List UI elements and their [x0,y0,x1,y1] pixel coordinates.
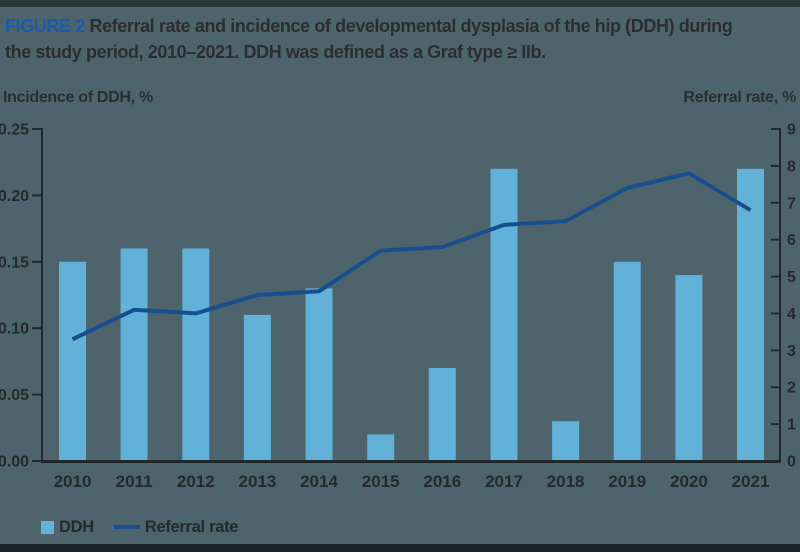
right-axis-tick-label: 2 [787,380,796,397]
year-label-2014: 2014 [300,472,338,491]
year-label-2011: 2011 [116,472,153,491]
left-axis-tick-label: 0.05 [0,387,29,404]
year-label-2015: 2015 [362,472,400,491]
left-axis-title: Incidence of DDH, % [3,89,153,106]
ddh-bar-2016 [428,368,456,461]
chart-legend: DDH Referral rate [41,518,238,536]
ddh-bar-2011 [120,248,148,461]
right-axis-tick-label: 8 [787,158,796,175]
right-axis-tick-label: 4 [787,306,796,323]
year-label-2019: 2019 [608,472,646,491]
year-label-2010: 2010 [54,472,92,491]
ddh-bar-2013 [243,314,271,461]
ddh-bar-2019 [613,261,641,461]
year-label-2016: 2016 [423,472,461,491]
year-label-2017: 2017 [485,472,523,491]
ddh-bar-2017 [490,168,518,462]
left-axis-tick-label: 0.15 [0,254,29,271]
right-axis-tick-label: 6 [787,232,796,249]
right-axis-tick-label: 7 [787,195,796,212]
ddh-bar-swatch-icon [41,520,54,534]
right-axis-tick-label: 0 [787,454,796,471]
legend-label-referral-rate: Referral rate [144,517,239,536]
figure-caption: FIGURE 2 Referral rate and incidence of … [5,13,797,65]
ddh-bar-2012 [182,248,210,461]
caption-line-1: FIGURE 2 Referral rate and incidence of … [5,13,797,39]
year-label-2020: 2020 [670,472,708,491]
left-axis-tick-label: 0.20 [0,188,29,205]
referral-rate-line-swatch-icon [113,525,140,529]
caption-line-2: the study period, 2010–2021. DDH was def… [5,42,546,62]
ddh-bar-2015 [367,434,395,461]
right-axis-title: Referral rate, % [683,89,796,106]
ddh-bar-2018 [552,421,580,461]
year-label-2013: 2013 [238,472,276,491]
ddh-bar-2020 [675,275,703,461]
left-axis-tick-label: 0.25 [0,122,29,139]
top-border-bar [0,0,800,7]
ddh-bar-2010 [59,261,86,461]
right-axis-tick-label: 5 [787,269,796,286]
right-axis-tick-label: 3 [787,343,796,360]
left-axis-tick-label: 0.10 [0,321,29,338]
bottom-border-bar [0,544,800,552]
year-label-2018: 2018 [547,472,585,491]
right-axis-tick-label: 9 [787,122,796,139]
right-axis-tick-label: 1 [787,417,796,434]
year-label-2012: 2012 [177,472,215,491]
ddh-bar-2021 [737,168,764,462]
figure-label: FIGURE 2 [5,16,85,36]
ddh-bar-2014 [305,288,333,461]
legend-label-ddh: DDH [59,517,94,536]
caption-text-1: Referral rate and incidence of developme… [89,16,733,36]
left-axis-tick-label: 0.00 [0,454,29,471]
year-label-2021: 2021 [732,472,770,491]
referral-rate-line [71,171,752,342]
